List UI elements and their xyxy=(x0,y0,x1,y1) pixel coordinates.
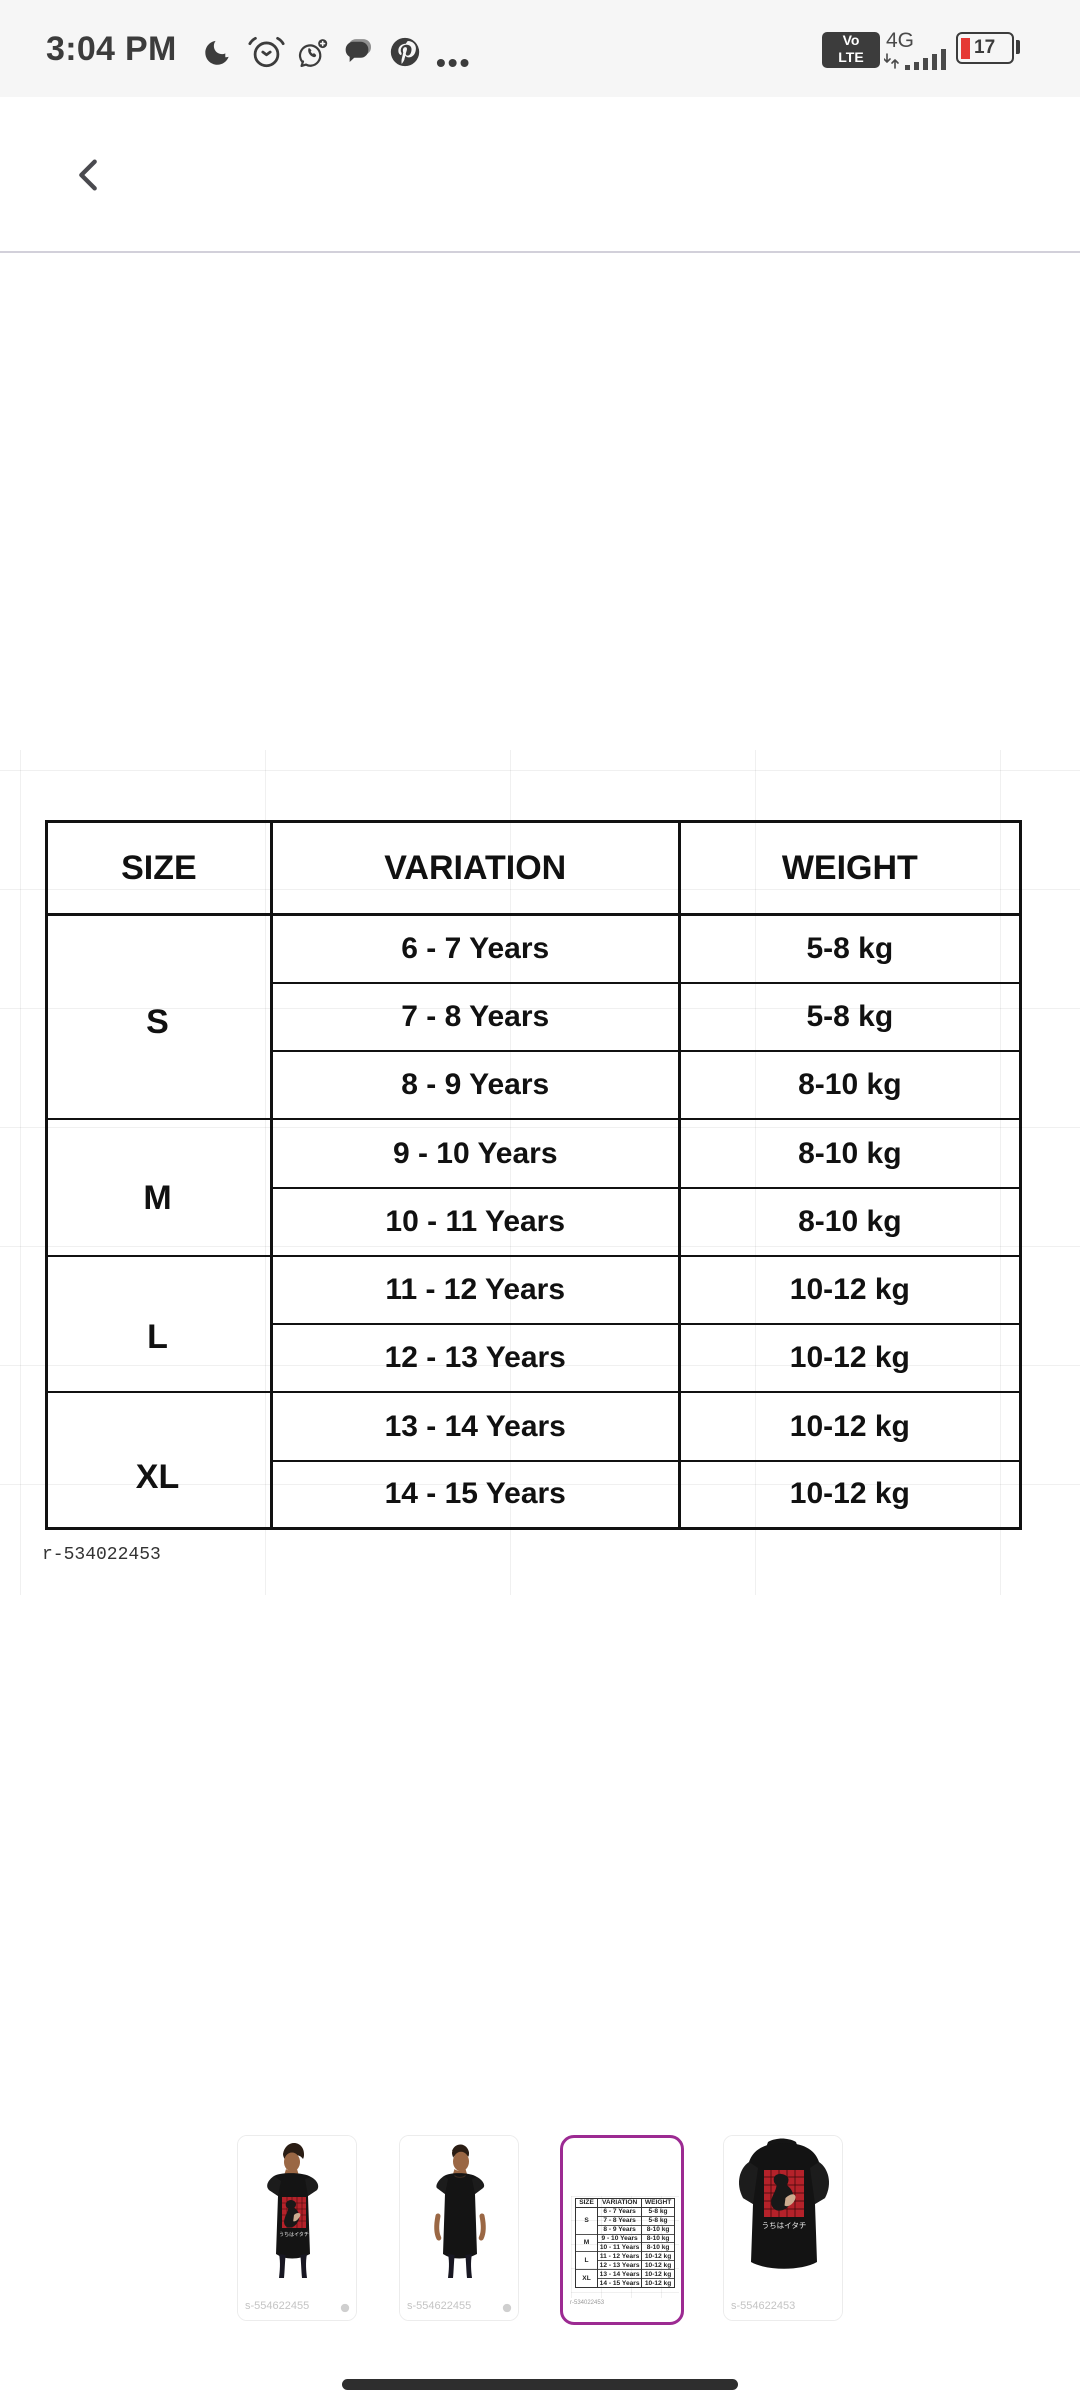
svg-text:うちはイタチ: うちはイタチ xyxy=(762,2221,807,2230)
svg-text:うちはイタチ: うちはイタチ xyxy=(279,2231,309,2238)
